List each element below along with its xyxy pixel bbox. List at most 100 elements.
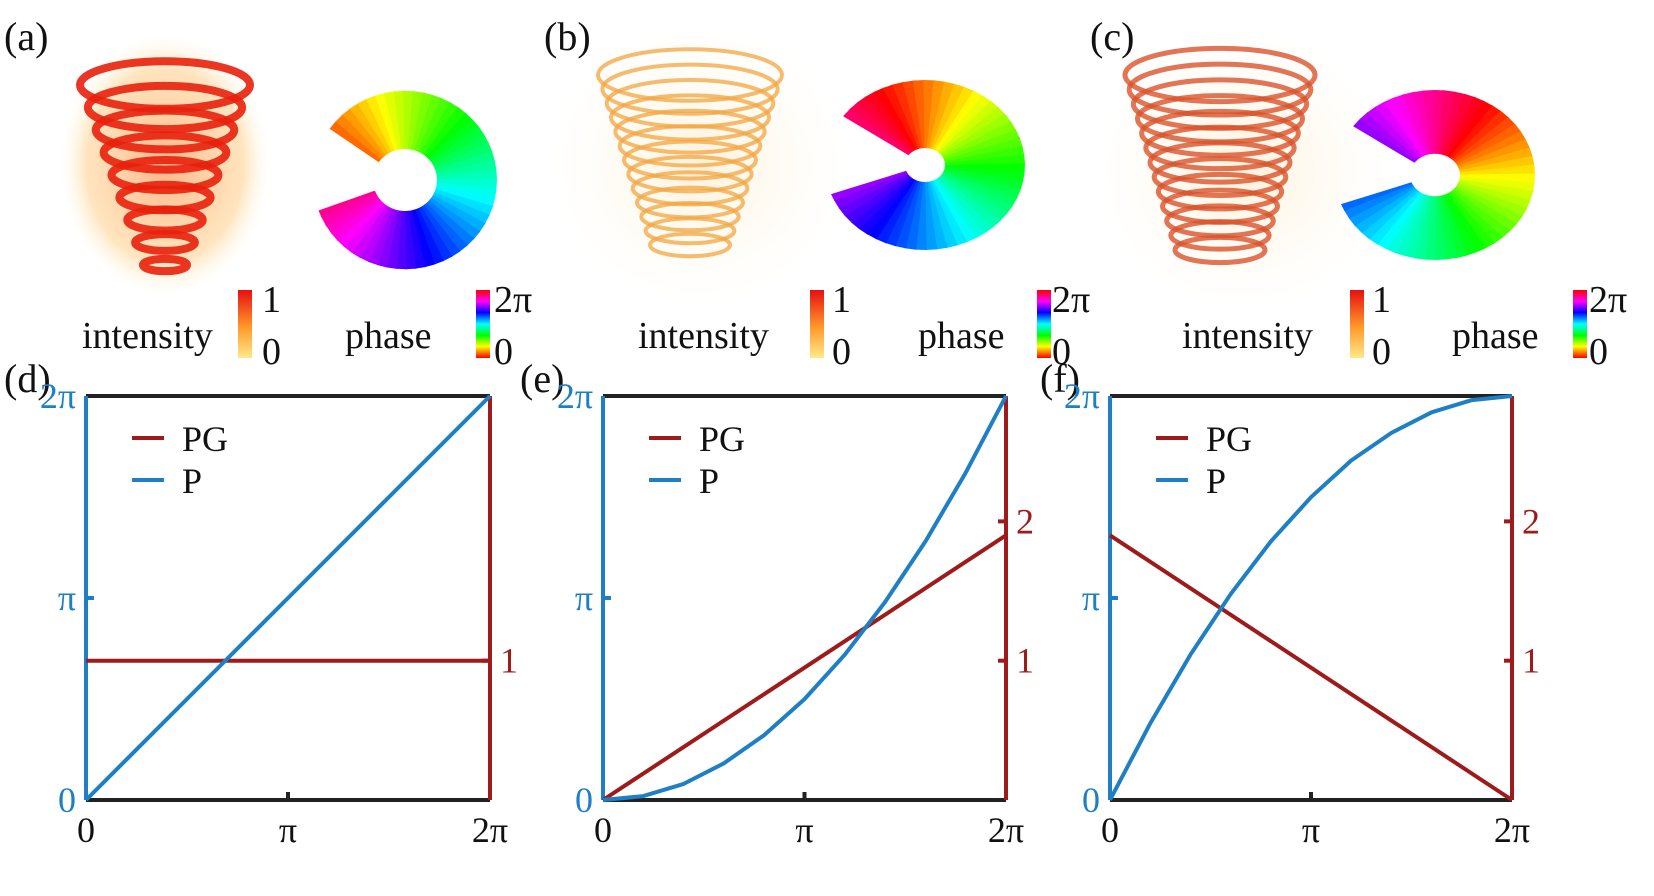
phase-segment [838,173,909,217]
phase-segment [941,173,1013,215]
series-line-pg [601,533,1008,802]
phase-segment [1404,195,1431,259]
phase-segment [938,176,1001,228]
phase-segment [1368,190,1421,245]
panel-label-f: (f) [1040,356,1080,401]
intensity-ring [131,230,199,255]
intensity-ring [613,108,767,155]
phase-segment [1453,117,1516,163]
phase-segment [330,198,382,241]
x-tick-label: 0 [77,810,95,850]
intensity-ring [83,81,247,134]
phase-segment [1402,91,1430,155]
right-y-tick-label: 2 [1522,501,1540,541]
intensity-ring [1155,171,1285,212]
phase-segment [932,86,975,151]
x-tick-label: 2π [988,810,1024,850]
phase-segment [943,137,1023,162]
series-line-p [602,395,1008,802]
panel-label-c: (c) [1090,14,1134,59]
left-y-tick-label: π [58,578,76,618]
phase-segment [882,84,919,150]
phase-segment [321,192,378,226]
phase-segment [1447,192,1496,249]
right-y-tick-label: 2 [1016,501,1034,541]
phase-segment [423,106,467,157]
phase-segment [408,210,426,269]
phase-segment [1392,94,1428,156]
x-tick-label: π [795,810,813,850]
phase-segment [318,190,376,218]
phase-segment [432,134,489,168]
phase-segment [1385,193,1426,254]
phase-segment [844,175,911,223]
panel-label-d: (d) [4,356,51,401]
phase-max-a: 2π [494,279,532,321]
intensity-ring [107,156,223,194]
right-y-tick-label: 1 [500,641,518,681]
phase-segment [944,154,1025,165]
phase-segment [1442,194,1478,256]
phase-segment [405,210,417,270]
intensity-colorbar-gradient-c [1350,290,1364,358]
phase-segment [936,177,994,234]
phase-segment [335,113,384,160]
x-tick-label: π [279,810,297,850]
phase-min-c: 0 [1589,331,1608,373]
phase-segment [1445,193,1487,253]
phase-segment [843,108,911,156]
intensity-ring [1168,219,1272,252]
phase-segment [411,92,434,151]
phase-segment [1376,192,1423,250]
phase-segment [902,80,923,149]
left-y-tick-label: 2π [1064,376,1100,416]
phase-segment [1383,97,1425,157]
intensity-ring [626,154,754,194]
intensity-max-b: 1 [832,279,851,321]
phase-segment [435,150,495,174]
phase-segment [1456,131,1527,167]
intensity-max-a: 1 [262,279,281,321]
phase-segment [1456,183,1528,218]
x-tick-label: 0 [1101,810,1119,850]
phase-segment [849,102,912,154]
series-line-pg [1108,533,1514,802]
phase-segment [936,95,992,153]
intensity-ring [1139,108,1301,158]
intensity-ring [1151,156,1289,199]
top-panel-b: (b) 1 0 intensity 2π 0 phase [544,14,1090,373]
left-y-tick-label: 0 [1082,780,1100,820]
phase-segment [1422,90,1435,154]
phase-segment [431,195,486,233]
phase-segment [831,170,907,201]
phase-label-b: phase [918,315,1005,357]
phase-segment [875,179,918,244]
intensity-ring [622,139,758,181]
phase-segment [1374,101,1423,158]
legend-label-p: P [699,461,719,501]
phase-segment [411,209,435,268]
panel-label-b: (b) [544,14,591,59]
phase-segment [432,192,490,225]
phase-segment [941,113,1012,157]
phase-segment [850,176,912,230]
right-y-tick-label: 1 [1522,641,1540,681]
chart-f: (f) 0 π 2π 0 π 2π 1 2 PGP [1040,356,1540,850]
intensity-image-a [60,35,270,295]
phase-segment [426,200,475,247]
phase-segment [423,202,468,252]
left-y-tick-label: π [1082,578,1100,618]
phase-segment [343,203,387,254]
phase-segment [1348,185,1415,227]
phase-segment [927,181,948,250]
intensity-ring [1147,140,1293,185]
phase-max-c: 2π [1589,279,1627,321]
phase-segment [428,197,481,240]
phase-segment [418,206,453,262]
phase-segment [1341,182,1413,211]
intensity-colorbar-gradient-a [238,290,252,358]
top-panel-c: (c) 1 0 intensity 2π 0 phase [1090,14,1627,373]
phase-segment [943,170,1021,200]
phase-segment [884,180,920,247]
intensity-label-c: intensity [1182,315,1313,357]
